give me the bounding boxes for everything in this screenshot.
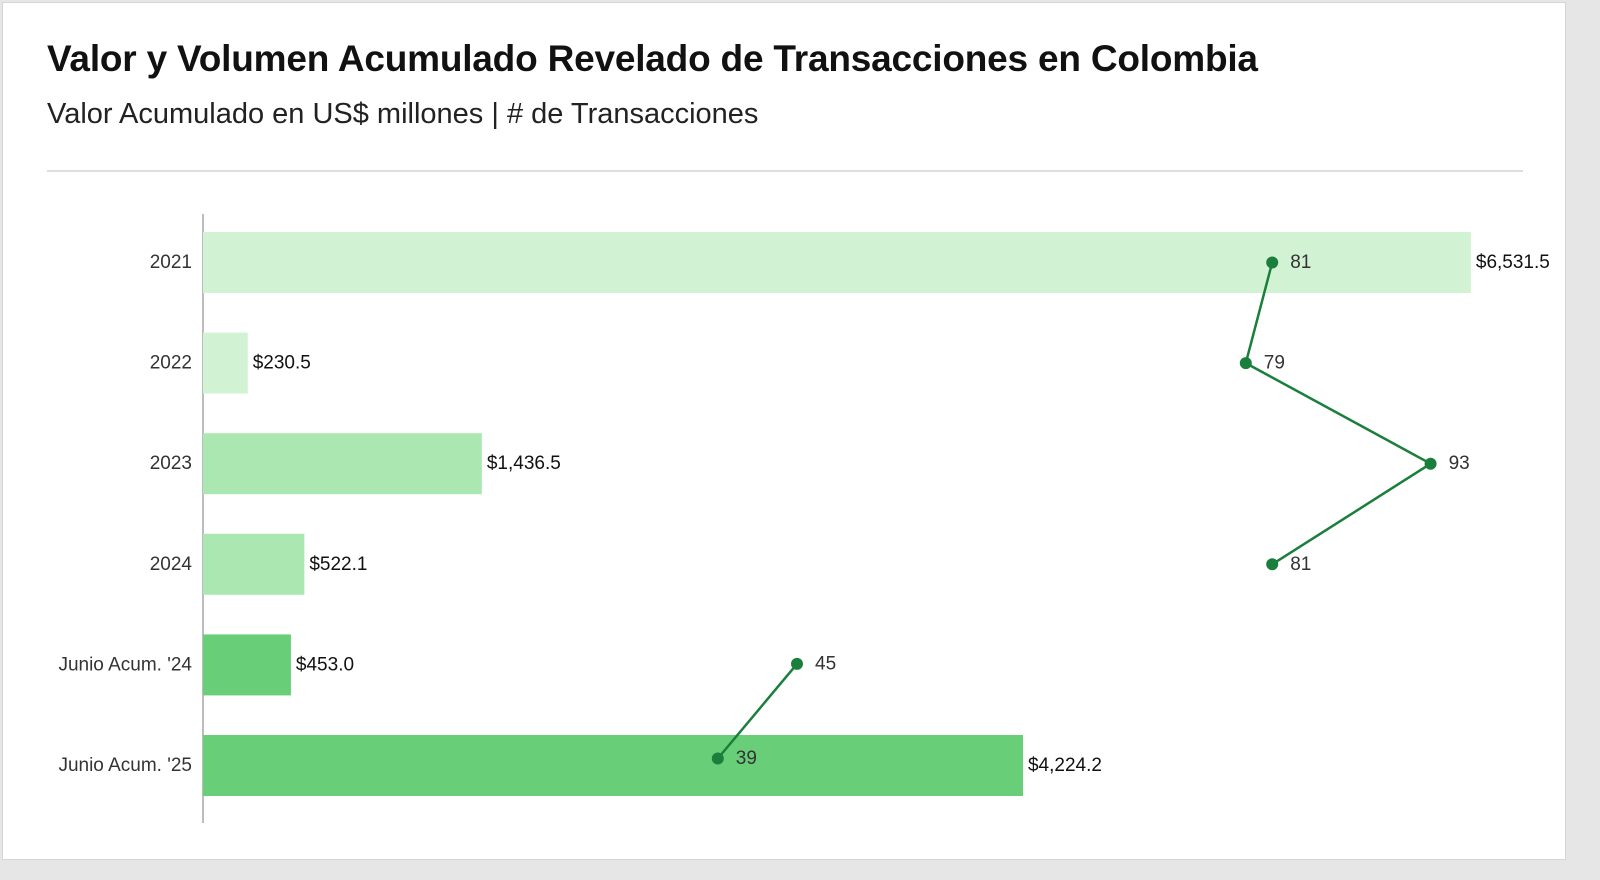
category-label: 2023 <box>150 453 192 474</box>
category-label: 2022 <box>150 353 192 374</box>
value-bar <box>203 433 482 495</box>
count-point-label: 81 <box>1290 252 1311 273</box>
category-label: Junio Acum. '25 <box>58 755 192 776</box>
category-label: 2024 <box>150 554 193 575</box>
bar-value-label: $230.5 <box>253 353 311 374</box>
count-point <box>711 752 724 765</box>
count-line-segment <box>1245 362 1432 465</box>
count-line-segment <box>716 663 798 760</box>
count-line-segment <box>1244 262 1274 364</box>
count-point-label: 79 <box>1264 353 1285 374</box>
category-label: Junio Acum. '24 <box>58 654 192 675</box>
header-divider <box>47 170 1523 172</box>
bars-layer: 2021 $6,531.5 2022 $230.5 2023 $1,436.5 2024 $5… <box>58 232 1550 796</box>
value-bar <box>203 332 248 394</box>
value-bar <box>203 634 291 696</box>
value-bar <box>203 533 305 595</box>
chart-subtitle: Valor Acumulado en US$ millones | # de T… <box>47 98 759 130</box>
line-layer: 81 79 93 81 45 39 <box>711 252 1470 769</box>
count-point-label: 39 <box>736 748 757 769</box>
bar-value-label: $1,436.5 <box>487 453 561 474</box>
bar-value-label: $6,531.5 <box>1476 252 1550 273</box>
value-bar <box>203 232 1471 293</box>
count-point <box>1266 256 1279 269</box>
count-line-segment <box>1271 462 1432 566</box>
chart-title: Valor y Volumen Acumulado Revelado de Tr… <box>47 38 1258 79</box>
count-point-label: 45 <box>815 653 836 674</box>
count-point <box>1239 357 1252 370</box>
bar-value-label: $453.0 <box>296 654 354 675</box>
count-point-label: 93 <box>1449 453 1470 474</box>
count-point <box>791 657 803 670</box>
bar-value-label: $4,224.2 <box>1028 755 1102 776</box>
count-point <box>1266 558 1279 571</box>
chart-card <box>2 2 1566 860</box>
count-point <box>1424 457 1437 470</box>
value-bar <box>203 735 1023 796</box>
bar-value-label: $522.1 <box>309 554 367 575</box>
count-point-label: 81 <box>1290 554 1311 575</box>
category-label: 2021 <box>150 252 192 273</box>
